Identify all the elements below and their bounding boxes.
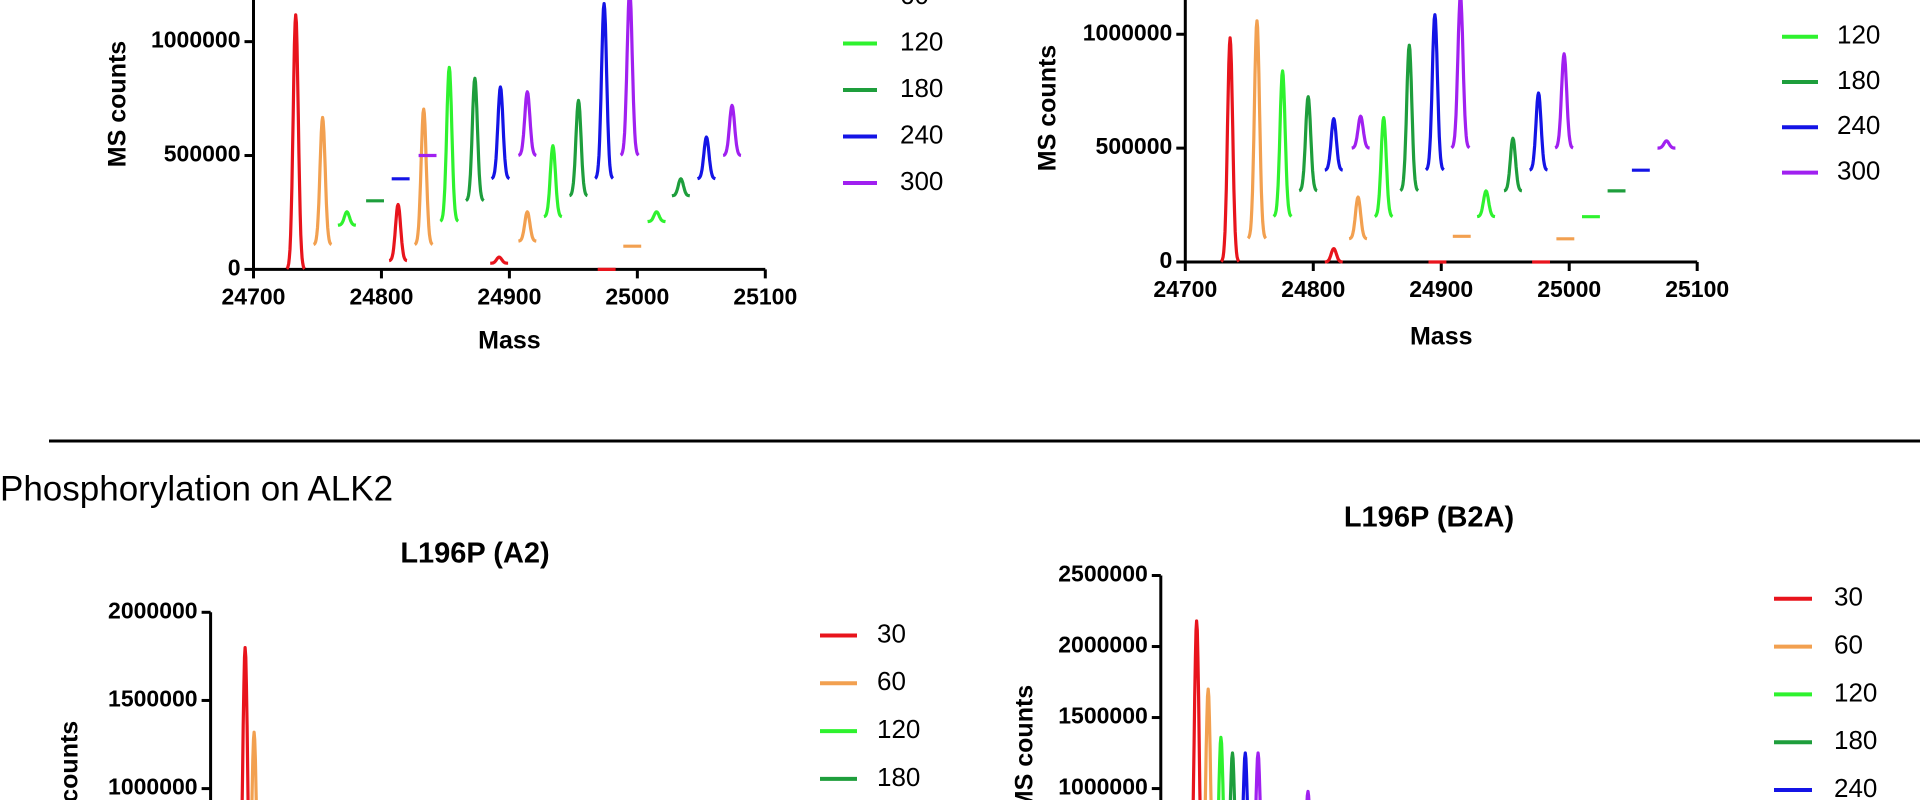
- x-tick-label: 24900: [477, 283, 541, 309]
- legend-label: 30: [877, 618, 906, 648]
- legend-label: 120: [1834, 677, 1877, 707]
- peak: [1246, 19, 1268, 240]
- peak: [1656, 139, 1677, 150]
- peak: [464, 76, 485, 202]
- peak: [517, 90, 538, 157]
- y-tick-label: 2000000: [108, 597, 198, 623]
- peak: [619, 0, 640, 157]
- peak: [517, 210, 538, 243]
- peak: [250, 730, 258, 800]
- legend-label: 120: [877, 714, 920, 744]
- peak: [1350, 114, 1371, 150]
- y-tick-label: 1500000: [1058, 703, 1148, 729]
- peak: [439, 65, 460, 223]
- peak: [670, 177, 691, 198]
- peak: [285, 13, 306, 270]
- section-title: Phosphorylation on ALK2: [0, 469, 393, 508]
- chart-title: L196P (A2): [400, 538, 549, 570]
- peak: [240, 646, 250, 800]
- peak: [1450, 0, 1471, 150]
- legend-label: 60: [877, 666, 906, 696]
- x-tick-label: 25000: [605, 283, 669, 309]
- x-axis-title: Mass: [1410, 323, 1473, 351]
- peak: [1323, 247, 1344, 264]
- peak: [1399, 43, 1420, 192]
- peak: [1476, 189, 1496, 219]
- legend-label: 240: [900, 119, 943, 149]
- peak: [1424, 13, 1445, 172]
- peak: [1373, 116, 1394, 218]
- x-tick-label: 24700: [1153, 276, 1217, 302]
- legend-label: 180: [1837, 65, 1880, 95]
- y-axis-title: MS counts: [1011, 685, 1039, 800]
- peak: [594, 2, 615, 180]
- x-tick-label: 24800: [1281, 276, 1345, 302]
- x-tick-label: 24800: [349, 283, 413, 309]
- peak: [1272, 69, 1293, 218]
- legend-label: 240: [1837, 110, 1880, 140]
- peak: [489, 255, 510, 265]
- x-tick-label: 25100: [733, 283, 797, 309]
- y-axis-title: MS counts: [104, 41, 132, 167]
- peak: [1241, 751, 1249, 800]
- chart-title: L196P (B2A): [1344, 502, 1514, 534]
- x-tick-label: 24900: [1409, 276, 1473, 302]
- peak: [1323, 117, 1344, 172]
- peak: [1503, 136, 1523, 193]
- peak: [1254, 751, 1262, 800]
- peak: [1228, 751, 1237, 800]
- peak: [1191, 619, 1202, 800]
- x-tick-label: 25000: [1537, 276, 1601, 302]
- y-axis-title: MS counts: [1034, 45, 1062, 171]
- y-axis-title: MS counts: [56, 721, 84, 800]
- y-tick-label: 2500000: [1058, 561, 1148, 587]
- legend-label: 60: [1834, 629, 1863, 659]
- peak: [413, 107, 434, 246]
- legend-label: 60: [900, 0, 929, 10]
- x-axis-title: Mass: [478, 327, 541, 355]
- legend-label: 180: [1834, 725, 1877, 755]
- legend-label: 180: [877, 762, 920, 792]
- peak: [1298, 95, 1319, 193]
- peak: [1217, 735, 1225, 800]
- y-tick-label: 500000: [164, 141, 241, 167]
- legend-label: 300: [1837, 155, 1880, 185]
- peak: [1528, 91, 1549, 172]
- legend-label: 180: [900, 73, 943, 103]
- y-tick-label: 1000000: [108, 774, 198, 800]
- y-tick-label: 500000: [1096, 133, 1173, 159]
- legend-label: 120: [900, 26, 943, 56]
- y-tick-label: 0: [228, 254, 241, 280]
- peak: [1348, 195, 1368, 241]
- y-tick-label: 2000000: [1058, 632, 1148, 658]
- peak: [490, 85, 511, 181]
- peak: [722, 103, 742, 157]
- y-tick-label: 1000000: [1083, 19, 1173, 45]
- legend-label: 240: [1834, 773, 1877, 800]
- peak: [543, 144, 563, 219]
- x-tick-label: 25100: [1665, 276, 1729, 302]
- peak: [646, 210, 667, 224]
- legend-label: 300: [900, 166, 943, 196]
- y-tick-label: 1000000: [1058, 774, 1148, 800]
- y-tick-label: 0: [1160, 247, 1173, 273]
- legend-label: 60: [1837, 0, 1866, 4]
- peak: [568, 98, 589, 198]
- legend-label: 120: [1837, 20, 1880, 50]
- peak: [388, 202, 408, 263]
- peak: [696, 135, 717, 181]
- peak: [1203, 687, 1213, 800]
- peak: [312, 115, 333, 246]
- y-tick-label: 1000000: [151, 27, 241, 53]
- peak: [1554, 52, 1574, 150]
- peak: [1305, 789, 1311, 800]
- legend-label: 30: [1834, 582, 1863, 612]
- peak: [1220, 36, 1241, 263]
- y-tick-label: 1500000: [108, 686, 198, 712]
- peak: [337, 210, 357, 227]
- x-tick-label: 24700: [222, 283, 286, 309]
